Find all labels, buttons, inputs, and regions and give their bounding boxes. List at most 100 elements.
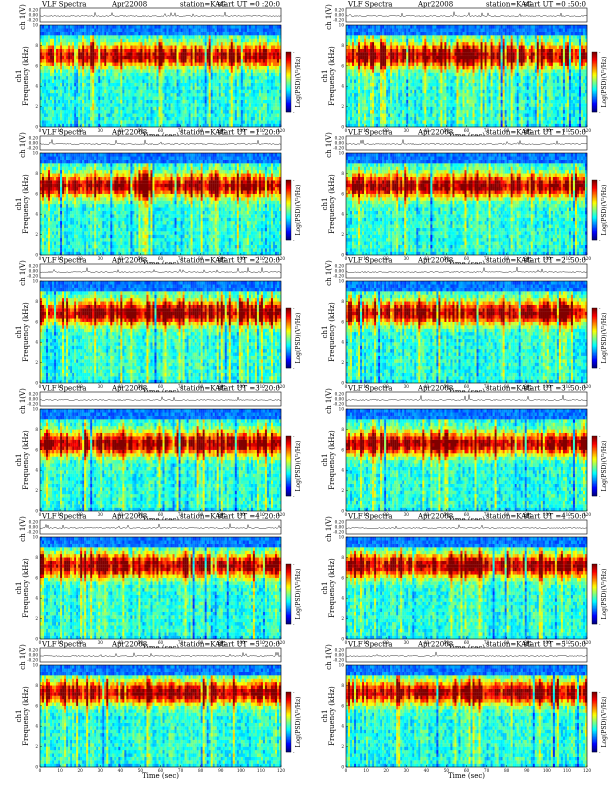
waveform-ylabel: ch 1(V) (325, 132, 333, 158)
date-label: Apr22008 (417, 385, 453, 393)
x-tick-label: 0 (345, 640, 348, 645)
waveform-ylabel: ch 1(V) (325, 516, 333, 542)
y-tick-label: 8 (341, 171, 344, 176)
x-tick-label: 80 (198, 256, 204, 261)
x-tick-label: 110 (563, 384, 571, 389)
heatmap-cells (346, 153, 588, 256)
x-tick-label: 30 (404, 384, 410, 389)
x-tick-label: 0 (345, 512, 348, 517)
waveform-ytick-label: 0.20 (29, 647, 39, 652)
x-tick-label: 70 (178, 256, 184, 261)
spectrogram-panel: VLF Spectra Apr22008 station=KAG start UT =… (0, 512, 306, 653)
start-time-label: start UT =5 :50:0 (524, 641, 586, 649)
x-tick-label: 10 (363, 768, 369, 773)
colorbar-label: Log(PSD)(V²/Hz) (295, 185, 302, 236)
ylabel-frequency: Frequency (kHz) (22, 46, 30, 106)
spectrogram-panel: VLF Spectra Apr22008 station=KAG start UT =… (306, 512, 612, 653)
colorbar-label: Log(PSD)(V²/Hz) (295, 697, 302, 748)
x-tick-label: 40 (118, 128, 124, 133)
waveform-ylabel: ch 1(V) (19, 4, 27, 30)
x-tick-label: 120 (583, 256, 591, 261)
y-tick-label: 10 (33, 23, 39, 28)
y-tick-label: 2 (35, 616, 38, 621)
colorbar-tick-label: - (293, 562, 295, 567)
colorbar-tick-label: - (293, 434, 295, 439)
date-label: Apr22008 (417, 641, 453, 649)
spectrogram-panel: VLF Spectra Apr22008 station=KAG start UT =… (306, 256, 612, 397)
x-tick-label: 30 (98, 128, 104, 133)
spectrogram-panel: VLF Spectra Apr22008 station=KAG start UT =… (0, 128, 306, 269)
x-tick-label: 50 (444, 512, 450, 517)
colorbar-tick-label: - (293, 306, 295, 311)
ylabel-channel: ch1 (15, 710, 23, 723)
x-tick-label: 80 (198, 128, 204, 133)
y-tick-label: 4 (35, 212, 38, 217)
y-tick-label: 6 (341, 191, 344, 196)
x-tick-label: 60 (464, 256, 470, 261)
y-tick-label: 6 (35, 447, 38, 452)
y-tick-label: 2 (35, 104, 38, 109)
colorbar (591, 435, 598, 497)
spectrogram-panel: VLF Spectra Apr22008 station=KAG start UT =… (0, 0, 306, 141)
x-tick-label: 110 (563, 640, 571, 645)
y-tick-label: 10 (339, 279, 345, 284)
x-tick-label: 70 (178, 128, 184, 133)
y-tick-label: 10 (339, 663, 345, 668)
x-tick-label: 50 (138, 512, 144, 517)
heatmap-cells (346, 281, 588, 384)
x-tick-label: 10 (363, 256, 369, 261)
colorbar-tick-label: - (293, 238, 295, 243)
x-tick-label: 70 (178, 768, 184, 773)
colorbar-tick-label: - (293, 366, 295, 371)
chart-title: VLF Spectra (41, 641, 86, 649)
waveform-frame (39, 135, 282, 151)
waveform-ylabel: ch 1(V) (325, 4, 333, 30)
start-time-label: start UT =4 :50:0 (524, 513, 586, 521)
colorbar (591, 179, 598, 241)
chart-title: VLF Spectra (41, 1, 86, 9)
x-tick-label: 40 (424, 768, 430, 773)
colorbar-tick-label: - (599, 50, 601, 55)
x-tick-label: 20 (383, 384, 389, 389)
x-tick-label: 20 (77, 384, 83, 389)
date-label: Apr22008 (111, 1, 147, 9)
x-tick-label: 10 (363, 512, 369, 517)
x-tick-label: 50 (444, 384, 450, 389)
y-tick-label: 0 (35, 253, 38, 258)
x-tick-label: 90 (524, 768, 530, 773)
x-tick-label: 20 (77, 128, 83, 133)
x-tick-label: 60 (464, 384, 470, 389)
y-tick-label: 10 (339, 535, 345, 540)
x-tick-label: 60 (158, 640, 164, 645)
waveform-ytick-label: 0.00 (29, 140, 39, 145)
waveform-ytick-label: 0.20 (335, 135, 345, 140)
x-tick-label: 40 (424, 128, 430, 133)
station-label: station=KAG (486, 129, 532, 137)
date-label: Apr22008 (111, 513, 147, 521)
chart-title: VLF Spectra (347, 385, 392, 393)
x-tick-label: 0 (39, 128, 42, 133)
y-tick-label: 2 (341, 360, 344, 365)
heatmap-cells (346, 537, 588, 640)
y-tick-label: 4 (341, 596, 344, 601)
waveform-ytick-label: -0.20 (27, 17, 38, 22)
x-tick-label: 90 (218, 640, 224, 645)
x-tick-label: 120 (277, 128, 285, 133)
y-tick-label: 8 (35, 299, 38, 304)
y-tick-label: 4 (35, 84, 38, 89)
waveform-ylabel: ch 1(V) (325, 260, 333, 286)
station-label: station=KAG (180, 129, 226, 137)
x-tick-label: 110 (257, 512, 265, 517)
x-tick-label: 0 (39, 512, 42, 517)
x-tick-label: 20 (77, 512, 83, 517)
x-tick-label: 20 (383, 128, 389, 133)
date-label: Apr22008 (417, 129, 453, 137)
chart-title: VLF Spectra (41, 513, 86, 521)
waveform-frame (345, 391, 588, 407)
waveform-ylabel: ch 1(V) (19, 644, 27, 670)
date-label: Apr22008 (111, 641, 147, 649)
x-tick-label: 20 (383, 640, 389, 645)
x-tick-label: 40 (424, 384, 430, 389)
x-tick-label: 100 (543, 256, 551, 261)
